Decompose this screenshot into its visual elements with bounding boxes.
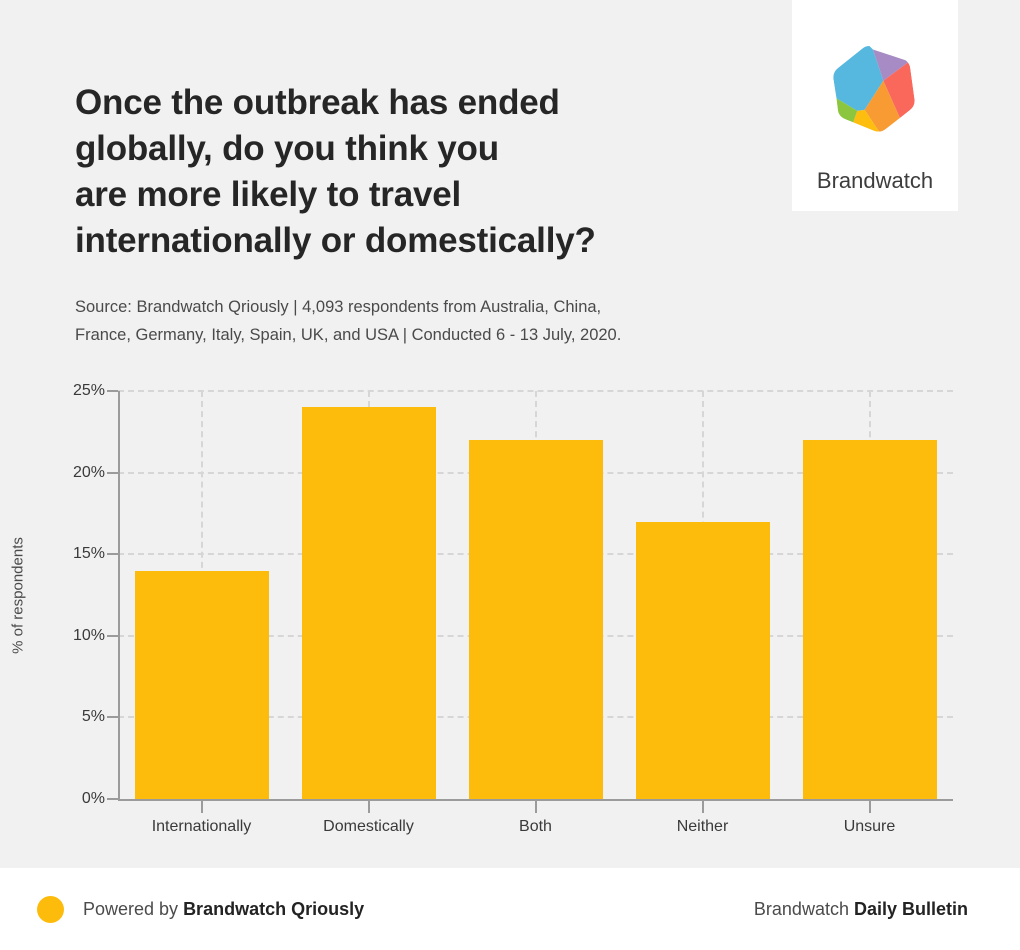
powered-by-label: Powered by Brandwatch Qriously <box>83 899 364 920</box>
y-axis-tick <box>107 634 118 637</box>
brandwatch-logo-card: Brandwatch <box>792 0 958 211</box>
horizontal-gridline <box>118 390 953 392</box>
source-note: Source: Brandwatch Qriously | 4,093 resp… <box>75 298 622 344</box>
y-axis-tick <box>107 716 118 719</box>
brandwatch-hexagon-icon <box>833 46 915 132</box>
x-category-label: Unsure <box>843 818 896 835</box>
powered-prefix: Powered by <box>83 899 184 919</box>
x-axis-tick <box>701 801 704 813</box>
y-axis-tick <box>107 390 118 392</box>
bar-domestically <box>301 407 436 799</box>
x-category-label: Both <box>519 818 552 835</box>
y-tick-label: 15% <box>72 545 105 563</box>
y-tick-label: 5% <box>81 708 105 726</box>
x-category-label: Domestically <box>323 818 414 835</box>
y-tick-label: 25% <box>72 382 105 399</box>
y-axis-tick <box>107 471 118 474</box>
bar-internationally <box>134 570 269 799</box>
x-category-label: Neither <box>676 818 729 835</box>
x-axis-line <box>118 799 953 801</box>
x-axis-tick <box>868 801 871 813</box>
x-axis-tick <box>367 801 370 813</box>
bar-chart: % of respondents 0% 5% 10% 15% 20% 25% Interna… <box>9 382 953 835</box>
bar-neither <box>635 521 770 799</box>
bulletin-bold: Daily Bulletin <box>853 899 968 919</box>
y-axis-tick <box>107 553 118 556</box>
y-tick-label: 0% <box>81 790 105 807</box>
x-axis-tick <box>534 801 537 813</box>
page-title: Once the outbreak has ended globally, do… <box>75 83 596 260</box>
daily-bulletin-label: Brandwatch Daily Bulletin <box>754 899 968 920</box>
brandwatch-wordmark: Brandwatch <box>816 168 934 193</box>
bar-unsure <box>802 439 937 799</box>
footer-bar: Powered by Brandwatch Qriously Brandwatc… <box>0 868 1020 950</box>
x-category-label: Internationally <box>151 818 252 835</box>
y-axis-line <box>118 391 120 801</box>
bulletin-prefix: Brandwatch <box>753 899 854 919</box>
y-axis-tick <box>107 798 118 800</box>
y-axis-title: % of respondents <box>9 537 27 654</box>
bar-both <box>468 439 603 799</box>
qriously-dot-icon <box>37 896 64 923</box>
y-tick-label: 20% <box>72 463 105 481</box>
powered-brand: Brandwatch Qriously <box>183 899 365 919</box>
x-axis-tick <box>200 801 203 813</box>
y-tick-label: 10% <box>72 626 105 644</box>
